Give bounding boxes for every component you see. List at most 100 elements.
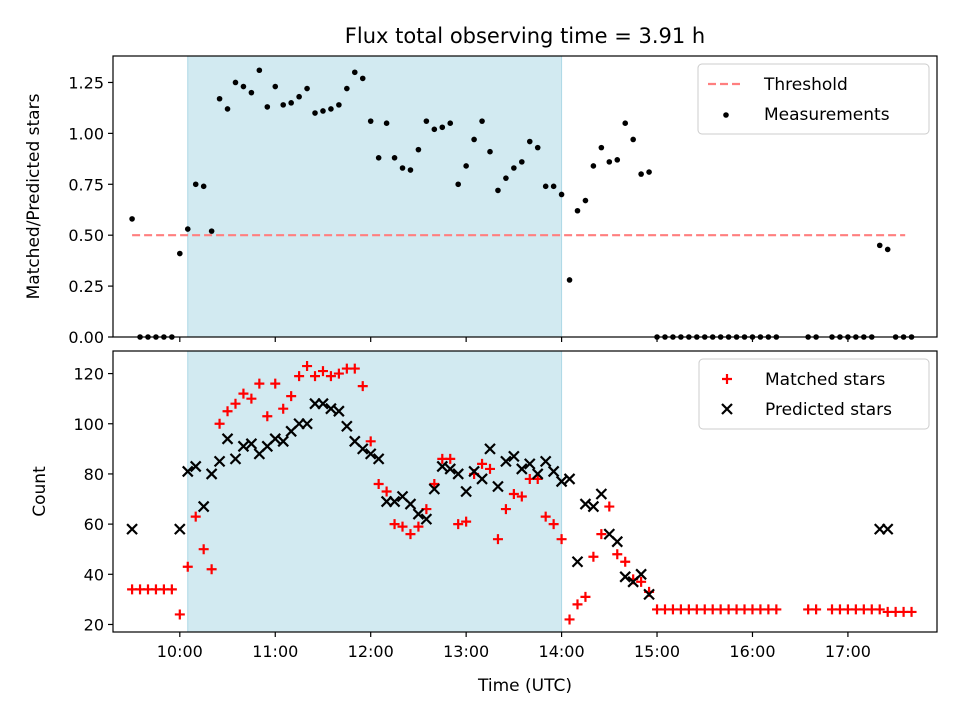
matched-stars-point: [485, 463, 496, 474]
x-tick-label: 12:00: [348, 642, 394, 661]
top-y-axis-label: Matched/Predicted stars: [24, 93, 44, 299]
measurement-point: [224, 106, 231, 112]
measurement-point: [192, 181, 199, 188]
measurement-point: [630, 136, 636, 143]
predicted-stars-point: [372, 453, 385, 465]
matched-stars-point: [405, 529, 416, 540]
measurement-point: [216, 95, 223, 102]
predicted-stars-point: [611, 535, 624, 548]
measurement-point: [534, 144, 541, 151]
x-tick-label: 10:00: [157, 642, 203, 661]
x-tick-label: 14:00: [539, 642, 585, 661]
matched-stars-point: [317, 366, 328, 377]
legend-label: Threshold: [763, 75, 848, 95]
matched-stars-point: [453, 519, 464, 530]
measurement-point: [328, 106, 334, 112]
matched-stars-point: [294, 371, 305, 382]
measurement-point: [638, 171, 644, 177]
predicted-stars-point: [205, 468, 218, 480]
y-tick-label: 60: [84, 515, 104, 534]
x-tick-label: 15:00: [634, 642, 680, 661]
measurement-point: [415, 146, 422, 153]
matched-stars-point: [381, 486, 392, 497]
measurement-point: [526, 138, 533, 145]
measurement-point: [359, 75, 366, 82]
bottom-panel-marks: [126, 361, 917, 625]
x-tick-label: 11:00: [252, 642, 298, 661]
measurement-point: [256, 67, 263, 74]
predicted-stars-point: [492, 480, 504, 493]
matched-stars-point: [564, 614, 575, 625]
measurement-point: [487, 148, 493, 155]
y-tick-label: 120: [73, 365, 104, 384]
measurement-point: [431, 126, 438, 133]
y-tick-label: 0.00: [68, 328, 104, 347]
predicted-stars-point: [619, 571, 631, 583]
matched-stars-point: [429, 478, 440, 489]
predicted-stars-point: [356, 443, 369, 455]
measurement-point: [550, 183, 557, 190]
predicted-stars-point: [126, 523, 138, 535]
legend-predicted-swatch: [721, 403, 733, 415]
predicted-stars-point: [579, 498, 592, 510]
predicted-stars-point: [881, 523, 894, 535]
top-panel-ticks: 0.00 0.25 0.50 0.75 1.00 1.25: [68, 73, 849, 347]
predicted-stars-point: [508, 450, 520, 463]
matched-stars-point: [771, 604, 782, 615]
legend-label: Measurements: [764, 105, 890, 125]
measurement-point: [184, 226, 191, 232]
matched-stars-point: [190, 511, 201, 522]
matched-stars-point: [230, 398, 241, 409]
measurement-point: [272, 83, 279, 90]
matched-stars-point: [365, 436, 376, 447]
predicted-stars-point: [516, 463, 528, 475]
predicted-stars-point: [635, 568, 647, 581]
matched-stars-point: [874, 604, 885, 615]
measurement-point: [200, 183, 207, 190]
predicted-stars-point: [587, 500, 600, 513]
measurement-point: [296, 93, 302, 100]
measurement-point: [598, 144, 605, 151]
matched-stars-point: [461, 516, 472, 527]
predicted-stars-point: [428, 483, 441, 495]
matched-stars-point: [349, 363, 360, 374]
measurement-point: [344, 85, 350, 92]
predicted-stars-point: [189, 460, 202, 473]
measurement-point: [614, 157, 621, 163]
matched-stars-point: [477, 458, 488, 469]
predicted-stars-point: [595, 488, 608, 500]
measurement-point: [519, 159, 525, 165]
measurement-point: [264, 104, 271, 110]
matched-stars-point: [302, 361, 313, 372]
measurement-point: [566, 277, 573, 283]
matched-stars-point: [397, 521, 408, 532]
matched-stars-point: [580, 591, 591, 602]
y-tick-label: 0.50: [68, 226, 104, 245]
predicted-stars-point: [484, 443, 496, 455]
matched-stars-point: [516, 491, 527, 502]
matched-stars-point: [906, 606, 917, 617]
y-tick-label: 80: [84, 465, 104, 484]
predicted-stars-point: [181, 465, 194, 478]
predicted-stars-point: [571, 555, 584, 568]
matched-stars-point: [620, 556, 631, 567]
top-legend: Threshold Measurements: [697, 63, 930, 135]
matched-stars-point: [548, 519, 559, 530]
legend-measurements-swatch: [723, 112, 729, 118]
measurement-point: [240, 83, 247, 90]
y-tick-label: 40: [84, 565, 104, 584]
matched-stars-point: [636, 576, 647, 587]
matched-stars-point: [389, 519, 400, 530]
y-tick-label: 0.75: [68, 175, 104, 194]
x-tick-label: 16:00: [729, 642, 775, 661]
top-panel-frame: [112, 55, 938, 338]
matched-stars-point: [278, 403, 289, 414]
matched-stars-point: [246, 393, 257, 404]
matched-stars-point: [556, 534, 567, 545]
measurement-point: [558, 191, 565, 198]
matched-stars-point: [612, 549, 623, 560]
legend-label: Matched stars: [765, 370, 885, 390]
bottom-legend: Matched stars Predicted stars: [698, 358, 930, 430]
matched-stars-point: [325, 371, 336, 382]
